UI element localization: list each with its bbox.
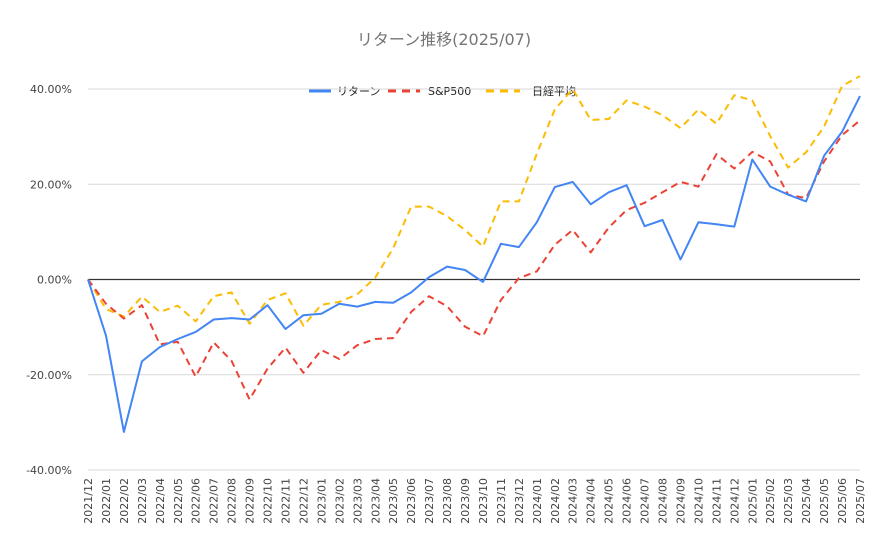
series-line-1 xyxy=(87,119,861,401)
legend-item-1: S&P500 xyxy=(388,85,471,98)
x-tick-label: 2025/04 xyxy=(800,478,813,524)
x-tick-label: 2022/01 xyxy=(100,478,113,524)
x-tick-label: 2024/05 xyxy=(603,478,616,524)
x-tick-label: 2023/12 xyxy=(513,478,526,524)
series-line-2 xyxy=(87,75,861,327)
x-tick-label: 2025/03 xyxy=(782,478,795,524)
x-tick-label: 2023/06 xyxy=(405,478,418,524)
x-tick-label: 2025/05 xyxy=(818,478,831,524)
x-tick-label: 2024/01 xyxy=(531,478,544,524)
x-tick-label: 2024/11 xyxy=(710,478,723,524)
x-tick-label: 2022/09 xyxy=(244,478,257,524)
x-tick-label: 2021/12 xyxy=(82,478,95,524)
x-tick-label: 2025/01 xyxy=(746,478,759,524)
legend: リターン S&P500 日経平均 xyxy=(309,85,576,98)
x-tick-label: 2022/08 xyxy=(226,478,239,524)
legend-item-2: 日経平均 xyxy=(486,85,576,98)
x-tick-label: 2022/10 xyxy=(262,478,275,524)
x-tick-label: 2025/02 xyxy=(764,478,777,524)
x-tick-label: 2025/06 xyxy=(836,478,849,524)
legend-label-2: 日経平均 xyxy=(532,85,576,98)
x-tick-label: 2023/09 xyxy=(459,478,472,524)
y-tick-label: 0.00% xyxy=(37,274,72,287)
x-tick-label: 2022/11 xyxy=(279,478,292,524)
grid xyxy=(88,88,860,471)
x-tick-label: 2022/07 xyxy=(208,478,221,524)
x-axis: 2021/12 2022/01 2022/02 2022/03 2022/04 2022/… xyxy=(82,478,867,524)
y-tick-label: 40.00% xyxy=(30,83,72,96)
x-tick-label: 2024/04 xyxy=(585,478,598,524)
x-tick-label: 2023/11 xyxy=(495,478,508,524)
x-tick-label: 2023/07 xyxy=(423,478,436,524)
y-tick-label: 20.00% xyxy=(30,178,72,191)
x-tick-label: 2022/06 xyxy=(190,478,203,524)
x-tick-label: 2024/07 xyxy=(639,478,652,524)
series-line-0 xyxy=(87,95,861,433)
x-tick-label: 2024/03 xyxy=(567,478,580,524)
legend-label-1: S&P500 xyxy=(428,85,471,98)
x-tick-label: 2022/03 xyxy=(136,478,149,524)
x-tick-label: 2022/04 xyxy=(154,478,167,524)
x-tick-label: 2023/04 xyxy=(369,478,382,524)
x-tick-label: 2023/01 xyxy=(315,478,328,524)
x-tick-label: 2024/02 xyxy=(549,478,562,524)
x-tick-label: 2022/05 xyxy=(172,478,185,524)
x-tick-label: 2023/02 xyxy=(333,478,346,524)
x-tick-label: 2023/03 xyxy=(351,478,364,524)
x-tick-label: 2023/05 xyxy=(387,478,400,524)
chart-title: リターン推移(2025/07) xyxy=(357,30,531,49)
x-tick-label: 2025/07 xyxy=(854,478,867,524)
y-tick-label: -40.00% xyxy=(26,464,72,477)
x-tick-label: 2024/06 xyxy=(621,478,634,524)
legend-item-0: リターン xyxy=(309,85,380,98)
y-axis: 40.00% 20.00% 0.00% -20.00% -40.00% xyxy=(26,83,72,477)
x-tick-label: 2024/08 xyxy=(657,478,670,524)
x-tick-label: 2023/10 xyxy=(477,478,490,524)
x-tick-label: 2024/10 xyxy=(692,478,705,524)
legend-label-0: リターン xyxy=(337,85,380,98)
x-tick-label: 2022/12 xyxy=(297,478,310,524)
x-tick-label: 2023/08 xyxy=(441,478,454,524)
x-tick-label: 2024/12 xyxy=(728,478,741,524)
series-layer xyxy=(87,75,861,433)
x-tick-label: 2024/09 xyxy=(674,478,687,524)
x-tick-label: 2022/02 xyxy=(118,478,131,524)
y-tick-label: -20.00% xyxy=(26,369,72,382)
